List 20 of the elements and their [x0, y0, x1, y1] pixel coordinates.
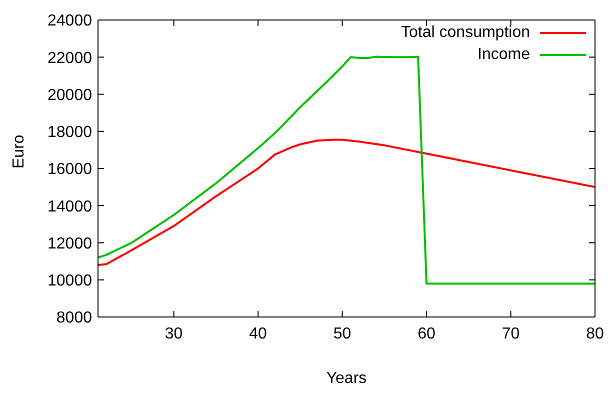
x-tick-label: 30 — [164, 325, 183, 342]
y-tick-label: 22000 — [48, 50, 92, 67]
y-tick-label: 18000 — [48, 124, 92, 142]
legend-label: Income — [478, 46, 530, 64]
y-tick-label: 24000 — [48, 12, 92, 30]
y-tick-label: 16000 — [48, 161, 92, 178]
y-tick-label: 20000 — [48, 86, 92, 104]
x-axis-title: Years — [326, 370, 367, 387]
y-tick-label: 10000 — [48, 272, 92, 290]
y-axis-title: Euro — [10, 134, 28, 168]
y-tick-label: 8000 — [56, 310, 92, 327]
line-series — [98, 138, 595, 266]
x-tick-label: 70 — [502, 325, 520, 342]
x-tick-label: 80 — [586, 325, 604, 342]
x-tick-label: 50 — [333, 325, 352, 342]
legend-label: Total consumption — [401, 24, 530, 42]
y-tick-label: 12000 — [48, 235, 92, 252]
y-tick-label: 14000 — [48, 198, 92, 216]
x-tick-label: 40 — [249, 325, 268, 342]
x-tick-label: 60 — [418, 325, 436, 342]
